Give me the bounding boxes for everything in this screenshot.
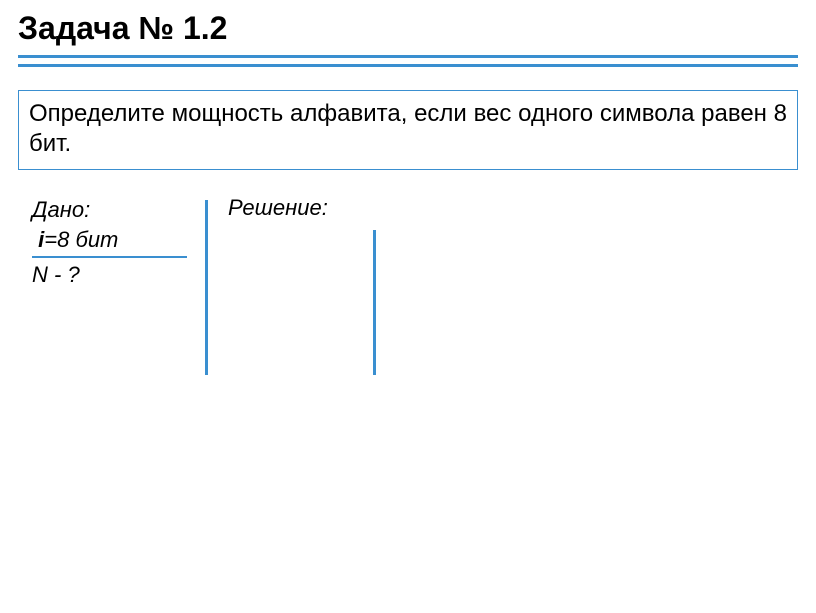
vertical-divider-1: [205, 200, 208, 375]
title-double-rule: [18, 55, 798, 67]
given-line-i: i=8 бит: [32, 225, 207, 255]
solution-label: Решение:: [228, 195, 328, 221]
task-title: Задача № 1.2: [18, 10, 227, 47]
given-separator: [32, 256, 187, 258]
given-block: Дано: i=8 бит N - ?: [32, 195, 207, 290]
vertical-divider-2: [373, 230, 376, 375]
given-i-value: =8 бит: [44, 227, 118, 252]
problem-statement-box: Определите мощность алфавита, если вес о…: [18, 90, 798, 170]
given-line-n: N - ?: [32, 260, 207, 290]
given-label: Дано:: [32, 195, 207, 225]
problem-statement-text: Определите мощность алфавита, если вес о…: [29, 99, 787, 159]
